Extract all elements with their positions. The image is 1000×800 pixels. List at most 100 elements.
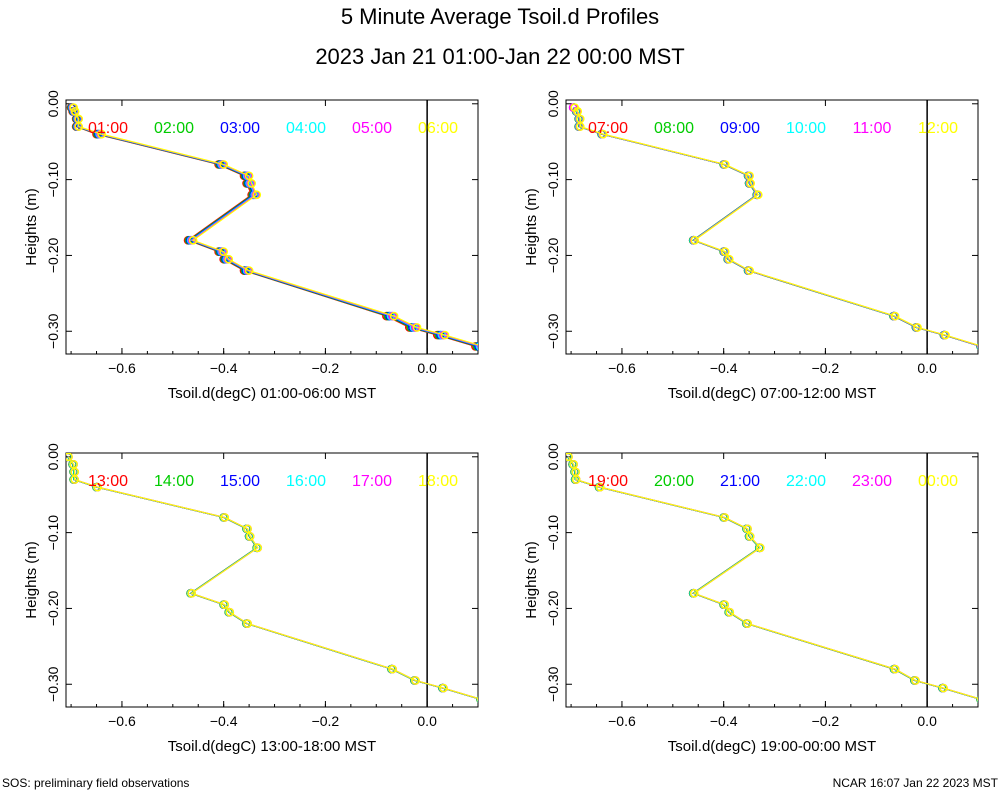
data-point bbox=[476, 696, 478, 703]
data-point bbox=[245, 532, 255, 541]
data-point bbox=[976, 696, 978, 703]
data-point bbox=[595, 482, 605, 492]
series-line-23:00 bbox=[568, 456, 978, 699]
series-line-22:00 bbox=[567, 456, 978, 700]
legend-entry-08:00: 08:00 bbox=[654, 120, 694, 137]
legend-entry-21:00: 21:00 bbox=[720, 473, 760, 490]
series-line-13:00 bbox=[67, 456, 478, 700]
series-line-06:00 bbox=[73, 107, 478, 346]
series-line-01:00 bbox=[70, 107, 476, 347]
plot-frame bbox=[65, 452, 479, 708]
x-tick-label: −0.2 bbox=[812, 713, 840, 729]
data-point bbox=[689, 588, 699, 598]
legend-entry-06:00: 06:00 bbox=[418, 120, 458, 137]
data-point bbox=[93, 482, 102, 492]
data-point bbox=[475, 342, 478, 351]
data-point bbox=[477, 343, 478, 349]
data-point bbox=[720, 160, 730, 169]
data-point bbox=[243, 524, 252, 534]
footer-note: SOS: preliminary field observations bbox=[2, 776, 190, 790]
data-point bbox=[976, 696, 978, 703]
legend-entry-23:00: 23:00 bbox=[852, 473, 892, 490]
data-point bbox=[743, 619, 752, 628]
data-point bbox=[253, 543, 263, 553]
data-point bbox=[977, 696, 978, 702]
legend-entry-14:00: 14:00 bbox=[154, 473, 194, 490]
data-point bbox=[220, 513, 230, 522]
data-point bbox=[244, 171, 254, 181]
data-point bbox=[219, 160, 229, 169]
y-tick-label: −0.20 bbox=[45, 591, 61, 627]
y-tick-label: 0.00 bbox=[45, 90, 61, 117]
legend-entry-18:00: 18:00 bbox=[418, 473, 458, 490]
data-point bbox=[225, 607, 235, 617]
data-point bbox=[97, 129, 106, 139]
data-point bbox=[219, 247, 229, 256]
series-line-09:00 bbox=[573, 107, 978, 347]
legend-entry-09:00: 09:00 bbox=[720, 120, 760, 137]
data-point bbox=[976, 343, 978, 350]
data-point bbox=[70, 107, 80, 116]
data-point bbox=[70, 475, 79, 484]
y-axis-label: Heights (m) bbox=[23, 541, 40, 619]
data-point bbox=[720, 247, 730, 256]
x-tick-label: −0.2 bbox=[812, 360, 840, 376]
data-point bbox=[388, 664, 397, 674]
y-tick-label: −0.30 bbox=[545, 666, 561, 702]
data-point bbox=[724, 254, 734, 264]
data-point bbox=[753, 190, 763, 200]
panel-2: −0.6 −0.4 −0.2 0.0 0.00 −0.10 −0.20 −0.30 Tsoil.… bbox=[523, 90, 979, 402]
data-point bbox=[220, 600, 230, 609]
data-point bbox=[244, 266, 254, 275]
data-point bbox=[571, 475, 581, 484]
data-point bbox=[976, 343, 978, 350]
plot-frame bbox=[65, 99, 479, 355]
legend-entry-11:00: 11:00 bbox=[853, 120, 892, 137]
data-point bbox=[575, 122, 585, 131]
legend-entry-17:00: 17:00 bbox=[352, 473, 392, 490]
series-line-15:00 bbox=[67, 456, 478, 700]
y-tick-label: −0.30 bbox=[45, 313, 61, 349]
legend-entry-15:00: 15:00 bbox=[220, 473, 260, 490]
data-point bbox=[913, 323, 922, 332]
x-tick-label: −0.4 bbox=[210, 713, 238, 729]
legend-entry-20:00: 20:00 bbox=[654, 473, 694, 490]
series-line-20:00 bbox=[567, 456, 978, 700]
data-point bbox=[188, 235, 198, 245]
data-point bbox=[977, 696, 978, 702]
data-point bbox=[412, 323, 422, 332]
data-point bbox=[569, 460, 578, 469]
y-tick-label: −0.30 bbox=[545, 313, 561, 349]
data-point bbox=[243, 619, 252, 628]
data-point bbox=[566, 453, 573, 462]
y-tick-label: −0.30 bbox=[45, 666, 61, 702]
y-tick-label: −0.10 bbox=[45, 515, 61, 551]
footer-timestamp: NCAR 16:07 Jan 22 2023 MST bbox=[832, 776, 998, 790]
data-point bbox=[977, 344, 978, 348]
legend-entry-16:00: 16:00 bbox=[286, 473, 326, 490]
data-point bbox=[479, 343, 486, 350]
data-point bbox=[252, 190, 262, 200]
series-line-16:00 bbox=[67, 456, 478, 700]
legend-entry-12:00: 12:00 bbox=[918, 120, 958, 137]
data-point bbox=[911, 676, 920, 685]
chart-subtitle: 2023 Jan 21 01:00-Jan 22 00:00 MST bbox=[315, 44, 685, 69]
data-point bbox=[890, 664, 900, 674]
series-group bbox=[566, 453, 978, 703]
legend-entry-03:00: 03:00 bbox=[220, 120, 260, 137]
data-point bbox=[941, 330, 950, 340]
x-axis-label: Tsoil.d(degC) 13:00-18:00 MST bbox=[168, 738, 376, 755]
data-point bbox=[411, 676, 420, 685]
series-line-14:00 bbox=[67, 456, 478, 700]
data-point bbox=[745, 266, 754, 275]
data-point bbox=[755, 543, 765, 553]
series-group bbox=[66, 103, 486, 351]
y-axis-label: Heights (m) bbox=[23, 188, 40, 266]
x-tick-label: −0.6 bbox=[108, 360, 136, 376]
data-point bbox=[725, 607, 735, 617]
legend-entry-02:00: 02:00 bbox=[154, 120, 194, 137]
y-tick-label: −0.10 bbox=[545, 162, 561, 198]
x-axis-label: Tsoil.d(degC) 19:00-00:00 MST bbox=[668, 738, 876, 755]
legend-entry-19:00: 19:00 bbox=[588, 473, 628, 490]
